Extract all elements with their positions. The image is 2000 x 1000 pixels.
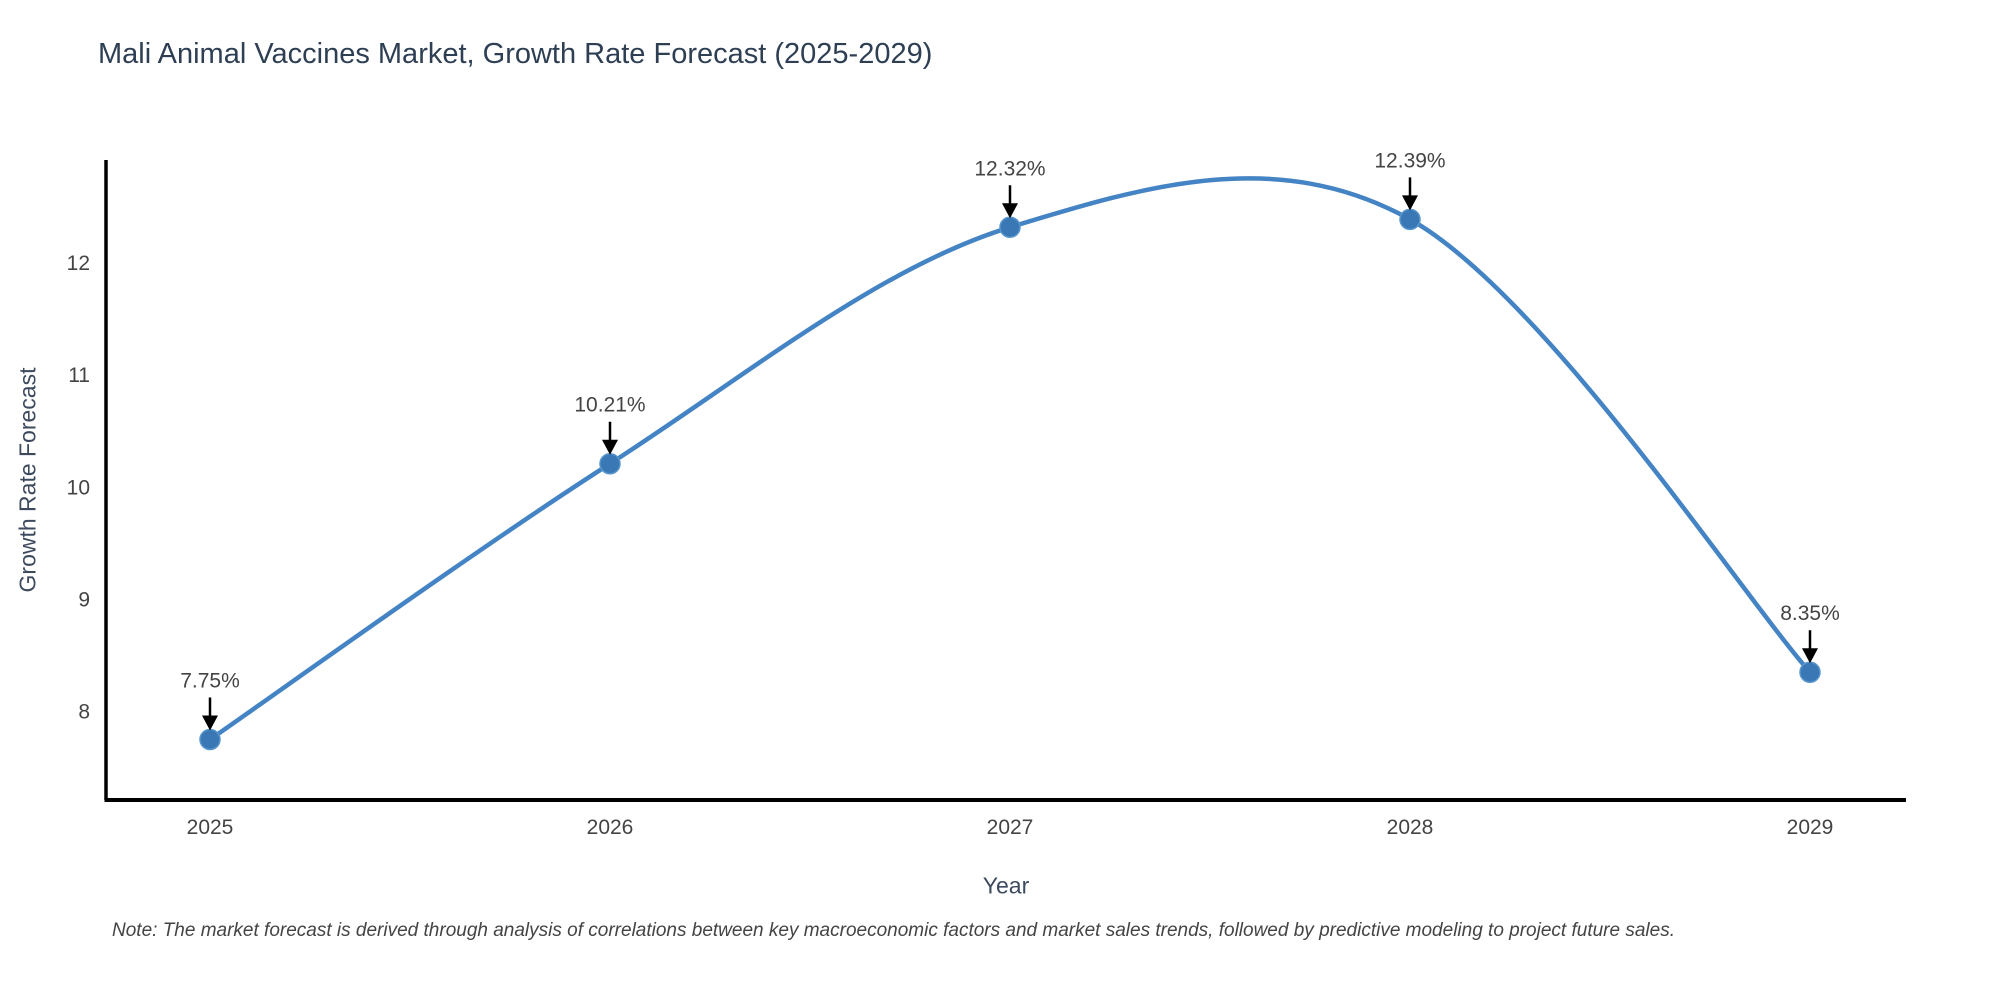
x-axis-title: Year xyxy=(982,872,1030,899)
x-tick-label: 2027 xyxy=(987,816,1034,839)
data-point-marker[interactable] xyxy=(999,216,1021,239)
x-tick-label: 2029 xyxy=(1787,816,1834,839)
y-tick-label: 10 xyxy=(67,476,90,499)
y-tick-label: 9 xyxy=(78,588,90,611)
data-point-label: 8.35% xyxy=(1780,602,1840,625)
annotation-arrowhead-icon xyxy=(1002,203,1018,219)
annotation-arrowhead-icon xyxy=(1402,195,1418,211)
annotation-arrowhead-icon xyxy=(202,715,218,731)
footnote: Note: The market forecast is derived thr… xyxy=(112,920,1675,941)
y-tick-label: 11 xyxy=(68,364,90,387)
annotation-arrowhead-icon xyxy=(1802,648,1818,664)
data-point-label: 10.21% xyxy=(574,394,645,417)
data-point-label: 12.32% xyxy=(974,157,1045,180)
annotation-arrowhead-icon xyxy=(602,439,618,455)
x-tick-label: 2028 xyxy=(1387,816,1434,839)
data-point-marker[interactable] xyxy=(599,452,621,475)
y-axis-title: Growth Rate Forecast xyxy=(14,367,41,593)
x-tick-label: 2026 xyxy=(587,816,634,839)
data-point-marker[interactable] xyxy=(199,728,221,751)
data-point-marker[interactable] xyxy=(1399,208,1421,231)
data-point-label: 12.39% xyxy=(1374,149,1445,172)
y-tick-label: 8 xyxy=(78,700,90,723)
y-tick-label: 12 xyxy=(67,252,90,275)
forecast-line xyxy=(207,176,1813,742)
chart-title: Mali Animal Vaccines Market, Growth Rate… xyxy=(98,38,933,70)
data-point-marker[interactable] xyxy=(1799,661,1821,683)
x-tick-label: 2025 xyxy=(187,816,234,839)
data-point-label: 7.75% xyxy=(180,669,240,692)
